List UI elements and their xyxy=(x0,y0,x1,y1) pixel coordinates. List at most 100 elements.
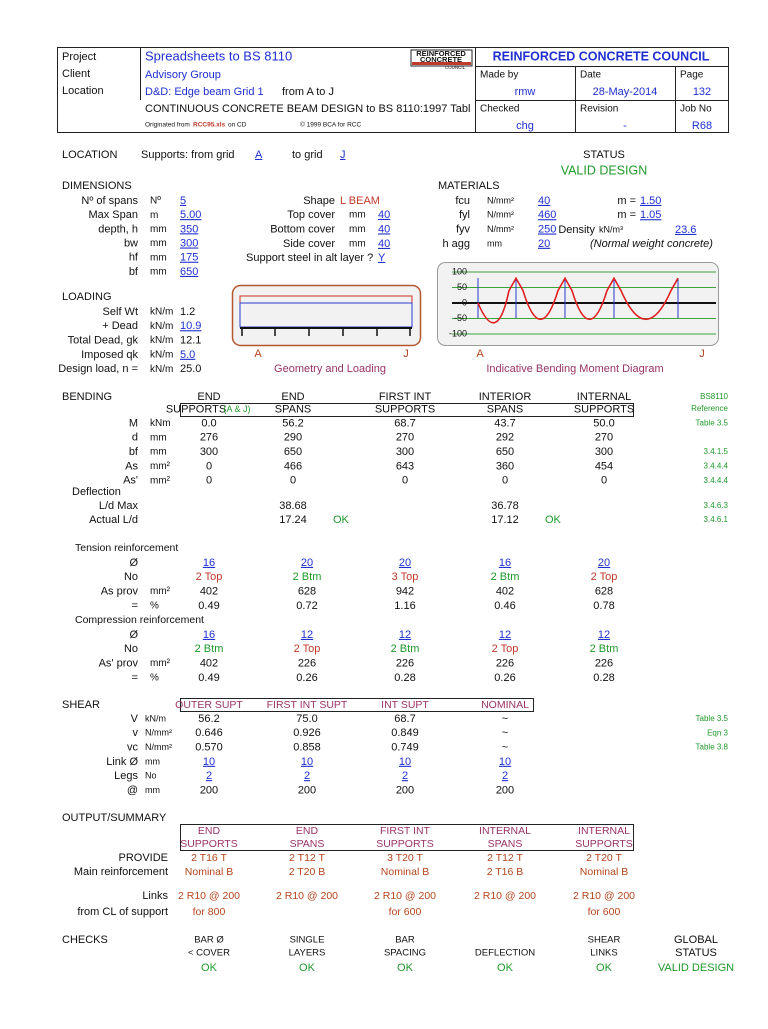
value: 466 xyxy=(284,460,302,472)
field-label: Date xyxy=(580,70,602,81)
label: As' prov xyxy=(99,658,139,670)
reference: Table 3.5 xyxy=(696,419,729,428)
column-header: END xyxy=(296,825,319,837)
field-value: - xyxy=(623,120,627,132)
unit: % xyxy=(150,673,159,684)
input-value: 12 xyxy=(399,629,411,641)
provide-value: 2 T20 T xyxy=(586,852,622,864)
unit: mm xyxy=(150,267,167,278)
value: 0.646 xyxy=(195,727,223,739)
unit: mm xyxy=(150,252,167,263)
input-value: J xyxy=(340,149,346,161)
label: A xyxy=(254,348,262,360)
label: Top cover xyxy=(287,209,335,221)
subsection-title: Tension reinforcement xyxy=(75,542,178,554)
value: 68.7 xyxy=(394,713,415,725)
column-header: INTERNAL xyxy=(577,391,631,403)
value: 2 Btm xyxy=(590,643,619,655)
value: 17.12 xyxy=(491,514,519,526)
field-label: Made by xyxy=(480,70,518,81)
originated: on CD xyxy=(228,122,247,129)
unit: Nº xyxy=(150,196,161,207)
label: fyl xyxy=(459,209,470,221)
input-value: A xyxy=(255,149,263,161)
input-value: 2 xyxy=(304,770,310,782)
column-header: FIRST INT xyxy=(380,825,431,837)
value: 292 xyxy=(496,432,514,444)
value: 226 xyxy=(298,658,316,670)
value: 276 xyxy=(200,432,218,444)
reference: BS8110 xyxy=(700,392,728,401)
label: Density xyxy=(558,224,595,236)
unit: kN/m³ xyxy=(599,224,623,234)
check-header: < COVER xyxy=(188,948,230,959)
input-value: 10.9 xyxy=(180,320,201,332)
reference: 3.4.1.5 xyxy=(704,447,729,456)
label: bw xyxy=(124,238,138,250)
field-value: R68 xyxy=(692,120,712,132)
input-value: 460 xyxy=(538,209,556,221)
value: 50.0 xyxy=(593,417,614,429)
check-header: GLOBAL xyxy=(674,934,718,946)
logo: CONCRETE xyxy=(420,55,462,64)
label: As xyxy=(125,460,138,472)
value: 0.749 xyxy=(391,742,419,754)
value: 650 xyxy=(496,446,514,458)
value: 454 xyxy=(595,460,613,472)
check-header: SHEAR xyxy=(588,935,621,946)
input-value: 20 xyxy=(399,557,411,569)
label: J xyxy=(403,348,409,360)
input-value: 5.00 xyxy=(180,209,201,221)
tick-label: 100 xyxy=(452,266,467,276)
column-header: SPANS xyxy=(488,838,523,850)
value: ~ xyxy=(502,713,508,725)
moment-curve xyxy=(477,276,679,324)
links-value: 2 R10 @ 200 xyxy=(474,890,536,902)
section-title: LOCATION xyxy=(62,149,117,161)
unit: mm xyxy=(150,224,167,235)
check-header: STATUS xyxy=(675,947,717,959)
value: 270 xyxy=(396,432,414,444)
provide-value: 3 T20 T xyxy=(387,852,423,864)
value: 0.26 xyxy=(494,672,515,684)
value: 0.78 xyxy=(593,600,614,612)
reference: Table 3.8 xyxy=(696,743,729,752)
label: Side cover xyxy=(283,238,335,250)
label: Self Wt xyxy=(103,306,138,318)
check-header: LINKS xyxy=(590,948,617,959)
column-header: INTERNAL xyxy=(479,825,531,837)
column-header: SUPPORTS xyxy=(376,838,434,850)
input-value: 20 xyxy=(301,557,313,569)
unit: mm xyxy=(150,432,167,443)
unit: mm xyxy=(349,224,366,235)
value: 942 xyxy=(396,586,414,598)
column-header: SPANS xyxy=(487,403,523,415)
check-result: VALID DESIGN xyxy=(658,962,734,974)
input-value: 175 xyxy=(180,252,198,264)
value: 0.858 xyxy=(293,742,321,754)
label: hf xyxy=(129,252,139,264)
unit: mm² xyxy=(150,461,171,472)
label: As' xyxy=(123,475,138,487)
column-header: INT SUPT xyxy=(381,699,429,711)
label: STATUS xyxy=(583,149,625,161)
project: Spreadsheets to BS 8110 xyxy=(145,48,292,63)
value: 2 Top xyxy=(294,643,321,655)
unit: mm xyxy=(150,447,167,458)
check-header: SPACING xyxy=(384,948,426,959)
value: 3 Top xyxy=(392,571,419,583)
tick-label: 0 xyxy=(462,297,467,307)
input-value: 2 xyxy=(502,770,508,782)
section-title: DIMENSIONS xyxy=(62,180,132,192)
geometry-diagram xyxy=(231,284,422,347)
value: 290 xyxy=(284,432,302,444)
value: 17.24 xyxy=(279,514,307,526)
label: Bottom cover xyxy=(270,223,335,235)
value: 360 xyxy=(496,460,514,472)
label: Ø xyxy=(129,629,138,641)
label: V xyxy=(131,713,139,725)
label: @ xyxy=(127,784,138,796)
column-header: FIRST INT xyxy=(379,391,432,403)
value: 300 xyxy=(595,446,613,458)
value: 0.46 xyxy=(494,600,515,612)
